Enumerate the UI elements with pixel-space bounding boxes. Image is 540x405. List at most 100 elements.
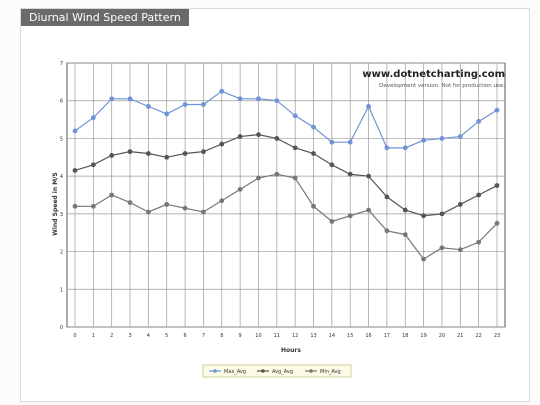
data-point — [256, 175, 261, 181]
data-point — [145, 103, 151, 109]
data-point — [402, 207, 408, 213]
data-point — [384, 145, 390, 151]
data-point — [311, 151, 316, 156]
watermark-text: www.dotnetcharting.com — [362, 69, 505, 80]
y-tick-label: 6 — [60, 99, 63, 105]
data-point — [384, 194, 390, 200]
data-point — [164, 154, 170, 160]
data-point — [439, 245, 445, 251]
x-tick-label: 18 — [402, 333, 408, 339]
data-point — [439, 211, 445, 217]
x-tick-label: 3 — [128, 333, 131, 339]
data-point — [256, 96, 261, 102]
data-point — [292, 113, 298, 119]
data-point — [109, 153, 115, 158]
x-tick-label: 14 — [329, 333, 335, 339]
data-point — [329, 219, 335, 224]
data-point — [72, 128, 78, 134]
data-point — [127, 200, 133, 205]
legend-label: Avg_Avg — [272, 369, 293, 375]
x-tick-label: 22 — [475, 333, 481, 339]
data-point — [182, 102, 188, 107]
data-point — [237, 96, 243, 102]
data-point — [384, 228, 390, 234]
data-point — [421, 137, 427, 143]
data-point — [494, 220, 500, 226]
x-tick-label: 0 — [73, 333, 76, 339]
data-point — [201, 209, 206, 215]
y-tick-label: 5 — [60, 136, 63, 142]
data-point — [127, 149, 133, 155]
data-point — [311, 203, 316, 209]
data-point — [329, 139, 335, 145]
y-tick-label: 4 — [60, 174, 63, 180]
data-point — [292, 175, 298, 181]
data-point — [219, 141, 225, 147]
x-tick-label: 2 — [110, 333, 113, 339]
data-point — [109, 192, 115, 198]
data-point — [90, 203, 96, 209]
data-point — [201, 102, 206, 107]
x-tick-label: 19 — [420, 333, 426, 339]
data-point — [90, 162, 96, 168]
series-line-min_avg — [75, 173, 498, 260]
data-point — [164, 111, 170, 117]
y-tick-label: 3 — [60, 212, 63, 218]
data-point — [494, 183, 500, 188]
data-point — [366, 103, 371, 109]
data-point — [274, 171, 280, 177]
plot-area — [66, 62, 506, 328]
x-tick-label: 4 — [147, 333, 150, 339]
data-point — [274, 98, 280, 104]
data-point — [347, 139, 353, 145]
legend-label: Min_Avg — [320, 369, 341, 375]
data-point — [219, 88, 225, 94]
data-point — [90, 115, 96, 121]
series-line-max_avg — [74, 90, 498, 149]
x-tick-label: 15 — [347, 333, 353, 339]
data-point — [127, 96, 133, 102]
data-point — [274, 136, 280, 141]
data-point — [421, 256, 427, 262]
y-tick-label: 1 — [60, 287, 63, 293]
x-tick-label: 10 — [255, 333, 261, 339]
data-point — [72, 168, 78, 173]
x-tick-label: 1 — [92, 333, 95, 339]
data-point — [329, 162, 335, 168]
x-tick-label: 12 — [292, 333, 298, 339]
y-tick-label: 7 — [60, 61, 63, 67]
data-point — [476, 119, 482, 124]
legend-box — [202, 364, 352, 378]
x-tick-label: 16 — [365, 333, 371, 339]
data-point — [201, 149, 206, 155]
x-tick-label: 17 — [384, 333, 390, 339]
x-tick-label: 6 — [183, 333, 186, 339]
legend-swatch-marker — [213, 369, 217, 373]
data-point — [72, 203, 78, 209]
x-tick-label: 7 — [202, 333, 205, 339]
data-point — [109, 96, 115, 102]
x-tick-label: 5 — [165, 333, 168, 339]
data-point — [182, 205, 188, 211]
data-point — [366, 173, 371, 179]
legend-swatch-marker — [309, 369, 313, 373]
data-point — [476, 192, 482, 198]
legend-swatch-marker — [261, 369, 265, 373]
data-point — [476, 239, 482, 245]
data-point — [145, 151, 151, 156]
legend-label: Max_Avg — [224, 369, 246, 375]
data-point — [237, 186, 243, 192]
data-point — [182, 151, 188, 156]
data-point — [311, 124, 316, 130]
data-point — [457, 202, 463, 207]
x-tick-label: 8 — [220, 333, 223, 339]
y-axis-label: Wind Speed in M/S — [52, 172, 59, 235]
data-point — [421, 213, 427, 219]
data-point — [457, 247, 463, 253]
data-point — [402, 145, 408, 151]
x-tick-label: 21 — [457, 333, 463, 339]
chart-title: Diurnal Wind Speed Pattern — [21, 9, 189, 26]
x-tick-label: 20 — [439, 333, 445, 339]
data-point — [402, 232, 408, 238]
